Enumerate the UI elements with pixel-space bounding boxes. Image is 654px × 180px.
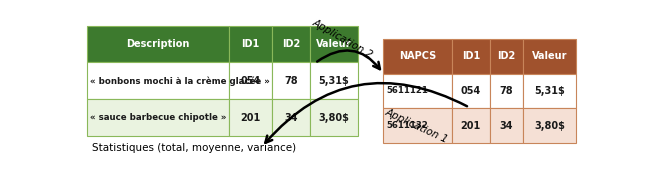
Bar <box>310 62 358 99</box>
Text: 3,80$: 3,80$ <box>318 112 349 123</box>
Bar <box>490 74 523 108</box>
Text: 78: 78 <box>284 76 298 86</box>
Text: ID2: ID2 <box>282 39 300 49</box>
Bar <box>87 62 229 99</box>
Text: 5,31$: 5,31$ <box>534 86 564 96</box>
Text: Application 2: Application 2 <box>311 17 375 60</box>
Text: 5611132: 5611132 <box>387 121 428 130</box>
Bar <box>523 39 576 74</box>
Bar <box>229 99 272 136</box>
Text: Valeur: Valeur <box>316 39 352 49</box>
Bar <box>87 99 229 136</box>
Text: 201: 201 <box>240 112 260 123</box>
Bar <box>490 108 523 143</box>
Text: ID1: ID1 <box>462 51 480 61</box>
Text: Statistiques (total, moyenne, variance): Statistiques (total, moyenne, variance) <box>92 143 296 153</box>
Bar <box>272 62 310 99</box>
Text: Description: Description <box>126 39 190 49</box>
Text: 054: 054 <box>460 86 481 96</box>
Text: « bonbons mochi à la crème glacée »: « bonbons mochi à la crème glacée » <box>90 76 269 86</box>
Text: NAPCS: NAPCS <box>399 51 436 61</box>
Bar <box>383 39 452 74</box>
Bar <box>490 39 523 74</box>
Text: ID2: ID2 <box>497 51 515 61</box>
Bar <box>229 62 272 99</box>
Text: 201: 201 <box>460 121 481 130</box>
Bar <box>523 74 576 108</box>
Text: 054: 054 <box>240 76 260 86</box>
Text: ID1: ID1 <box>241 39 260 49</box>
Text: 78: 78 <box>500 86 513 96</box>
Bar <box>310 26 358 62</box>
Text: 5611121: 5611121 <box>387 86 428 95</box>
Bar <box>452 74 490 108</box>
Bar <box>452 108 490 143</box>
Text: Valeur: Valeur <box>532 51 567 61</box>
Text: « sauce barbecue chipotle »: « sauce barbecue chipotle » <box>90 113 226 122</box>
Bar <box>229 26 272 62</box>
Bar <box>523 108 576 143</box>
Bar <box>310 99 358 136</box>
Bar <box>87 26 229 62</box>
Text: 34: 34 <box>500 121 513 130</box>
Text: 5,31$: 5,31$ <box>318 76 349 86</box>
Bar <box>452 39 490 74</box>
Text: 34: 34 <box>284 112 298 123</box>
Text: 3,80$: 3,80$ <box>534 121 565 130</box>
Text: Application 1: Application 1 <box>383 107 449 145</box>
Bar <box>383 74 452 108</box>
Bar <box>272 99 310 136</box>
Bar <box>383 108 452 143</box>
Bar <box>272 26 310 62</box>
